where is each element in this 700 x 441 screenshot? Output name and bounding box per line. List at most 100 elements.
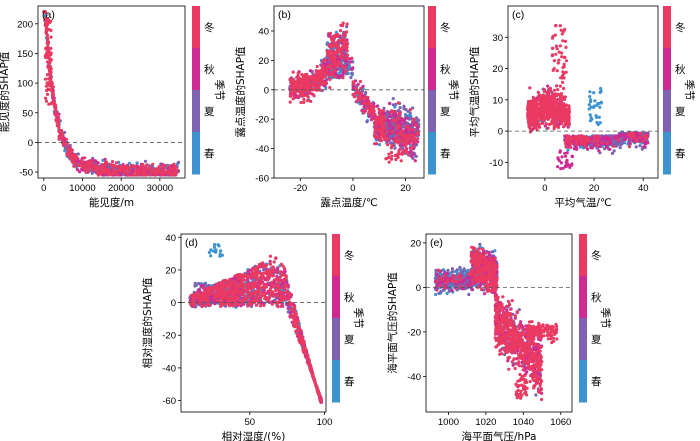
data-point: [413, 159, 417, 163]
y-axis-label: 能见度的SHAP值: [0, 51, 11, 132]
data-point: [561, 80, 565, 84]
data-point: [397, 116, 401, 120]
data-point: [302, 100, 306, 104]
data-point: [563, 134, 567, 138]
data-point: [564, 154, 568, 158]
x-axis-label: 能见度/m: [89, 196, 134, 209]
data-point: [395, 129, 399, 133]
data-point: [556, 61, 560, 65]
data-point: [304, 76, 308, 80]
data-point: [560, 121, 564, 126]
data-point: [365, 120, 369, 124]
data-point: [532, 119, 536, 123]
data-point: [386, 137, 390, 141]
data-point: [612, 136, 617, 140]
data-point: [550, 110, 554, 114]
data-point: [569, 163, 574, 167]
data-point: [601, 135, 605, 139]
data-point: [75, 168, 80, 172]
data-point: [347, 67, 352, 71]
data-point: [338, 34, 342, 38]
x-tick-label: 30000: [147, 183, 173, 194]
data-point: [405, 116, 409, 120]
data-point: [555, 47, 559, 51]
data-point: [376, 122, 380, 126]
data-point: [567, 163, 571, 167]
data-point: [339, 51, 343, 55]
data-point: [52, 103, 56, 107]
data-point: [115, 161, 119, 165]
data-point: [563, 110, 567, 115]
data-point: [301, 81, 305, 85]
data-point: [387, 132, 392, 136]
data-point: [45, 92, 50, 96]
data-point: [77, 163, 81, 168]
data-point: [393, 153, 397, 158]
data-point: [372, 109, 376, 113]
data-point: [382, 106, 386, 110]
data-point: [552, 124, 556, 129]
data-point: [54, 109, 58, 113]
data-point: [298, 82, 302, 86]
data-point: [369, 109, 374, 113]
data-point: [306, 85, 310, 89]
data-point: [387, 119, 391, 123]
data-point: [400, 138, 404, 142]
data-point: [558, 150, 562, 154]
data-point: [43, 77, 48, 81]
data-point: [629, 135, 633, 139]
x-axis-label: 露点温度/℃: [320, 196, 377, 209]
data-point: [321, 67, 326, 71]
data-point: [122, 165, 127, 169]
data-point: [543, 101, 547, 105]
data-point: [611, 144, 616, 148]
data-point: [351, 80, 355, 84]
data-point: [564, 59, 569, 63]
data-point: [545, 105, 549, 109]
data-point: [330, 70, 334, 74]
plot-frame: [507, 5, 659, 179]
data-point: [141, 173, 145, 177]
data-point: [161, 163, 166, 167]
data-point: [374, 135, 378, 139]
data-point: [110, 160, 115, 164]
data-point: [345, 22, 349, 26]
data-point: [398, 140, 402, 144]
y-tick-label: 40: [258, 26, 269, 37]
data-point: [95, 171, 99, 175]
data-point: [133, 170, 137, 174]
data-point: [587, 103, 591, 107]
data-point: [330, 38, 334, 42]
scatter-points-c: [526, 23, 650, 171]
data-point: [553, 33, 557, 37]
data-point: [290, 81, 294, 85]
data-point: [288, 94, 292, 98]
y-tick-label: -50: [19, 168, 33, 179]
data-point: [290, 76, 294, 80]
colorbar-label: 春: [440, 148, 451, 160]
data-point: [561, 39, 565, 43]
y-tick-label: 0: [498, 127, 503, 138]
data-point: [394, 102, 398, 106]
data-point: [49, 75, 53, 79]
data-point: [302, 89, 306, 93]
data-point: [327, 43, 331, 47]
data-point: [570, 154, 575, 158]
data-point: [334, 50, 339, 54]
colorbar-label: 秋: [675, 63, 686, 76]
data-point: [645, 134, 649, 138]
data-point: [321, 59, 325, 63]
data-point: [557, 50, 561, 54]
data-point: [555, 84, 559, 88]
data-point: [562, 29, 566, 33]
data-point: [608, 147, 612, 151]
data-point: [209, 248, 213, 252]
data-point: [386, 143, 390, 147]
data-point: [334, 41, 338, 45]
data-point: [296, 75, 300, 79]
data-point: [114, 169, 118, 173]
data-point: [528, 126, 532, 130]
data-point: [116, 173, 120, 177]
data-point: [406, 152, 410, 156]
